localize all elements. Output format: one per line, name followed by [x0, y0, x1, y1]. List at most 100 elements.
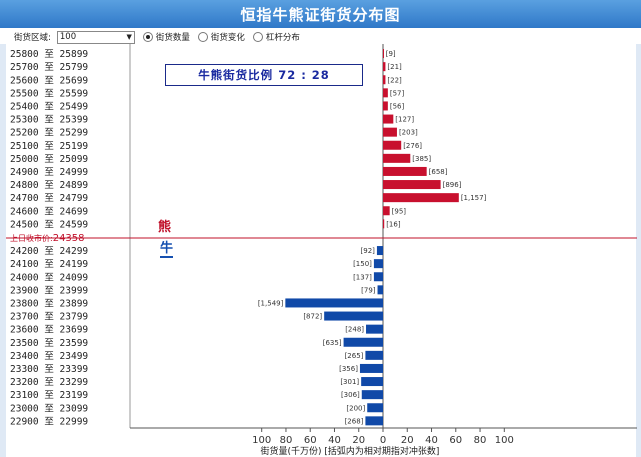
bear-category-label: 25400 至 25499	[10, 101, 88, 112]
left-border-strip	[0, 44, 6, 457]
bull-bar	[365, 350, 383, 360]
bear-value-label: [203]	[399, 129, 418, 137]
bull-label: 牛	[160, 241, 174, 258]
bull-bar	[361, 390, 383, 400]
bear-bar	[383, 206, 390, 216]
bull-category-label: 23300 至 23399	[10, 364, 88, 375]
bull-bar	[373, 272, 383, 282]
range-label: 街货区域:	[14, 33, 51, 43]
bear-value-label: [95]	[392, 207, 407, 215]
x-tick-label: 100	[495, 435, 514, 446]
bull-bar	[373, 259, 383, 269]
x-tick-label: 40	[328, 435, 341, 446]
bear-category-label: 24700 至 24799	[10, 193, 88, 204]
radio-option-leverage[interactable]	[252, 32, 263, 42]
bear-category-label: 24600 至 24699	[10, 206, 88, 217]
bear-bar	[383, 88, 388, 98]
bear-value-label: [127]	[395, 116, 414, 124]
x-tick-label: 100	[252, 435, 271, 446]
bear-value-label: [22]	[387, 76, 402, 84]
bear-category-label: 25300 至 25399	[10, 115, 88, 126]
bull-value-label: [79]	[361, 286, 376, 294]
bull-bar	[343, 337, 383, 347]
bear-value-label: [658]	[429, 168, 448, 176]
range-select[interactable]: 100 ▼	[56, 30, 135, 44]
bull-bar	[285, 298, 383, 308]
bear-category-label: 25000 至 25099	[10, 154, 88, 165]
bull-value-label: [301]	[340, 378, 359, 386]
controls-bar: 街货区域: 100 ▼ 街货数量 街货变化 杠杆分布	[0, 30, 641, 44]
bear-bar	[383, 49, 384, 59]
bull-value-label: [635]	[323, 339, 342, 347]
bear-bar	[383, 62, 386, 72]
bear-value-label: [21]	[387, 63, 402, 71]
bear-bar	[383, 219, 385, 229]
x-tick-label: 0	[380, 435, 386, 446]
x-tick-label: 60	[304, 435, 317, 446]
bear-bar	[383, 153, 411, 163]
bull-bar	[376, 246, 383, 256]
bear-category-label: 25500 至 25599	[10, 88, 88, 99]
bear-category-label: 24800 至 24899	[10, 180, 88, 191]
bull-category-label: 23600 至 23699	[10, 325, 88, 336]
bull-category-label: 23000 至 23099	[10, 403, 88, 414]
bull-category-label: 23800 至 23899	[10, 298, 88, 309]
bear-category-label: 25100 至 25199	[10, 141, 88, 152]
bear-bar	[383, 140, 402, 150]
bull-value-label: [92]	[361, 247, 376, 255]
bear-value-label: [9]	[386, 50, 396, 58]
bear-value-label: [56]	[390, 102, 405, 110]
bull-bar	[361, 377, 383, 387]
bear-category-label: 25800 至 25899	[10, 49, 88, 60]
bear-value-label: [1,157]	[461, 194, 487, 202]
x-tick-label: 20	[401, 435, 414, 446]
bull-value-label: [306]	[341, 391, 360, 399]
bear-value-label: [57]	[390, 89, 405, 97]
bull-value-label: [265]	[345, 352, 364, 360]
bull-value-label: [1,549]	[258, 299, 284, 307]
x-axis-label: 街货量(千万份) [括弧内为相对期指对冲张数]	[260, 447, 440, 457]
bull-category-label: 23100 至 23199	[10, 390, 88, 401]
right-border-strip	[636, 44, 641, 457]
bull-category-label: 24000 至 24099	[10, 272, 88, 283]
radio-option-quantity[interactable]	[142, 32, 153, 42]
x-tick-label: 80	[280, 435, 293, 446]
option-label-change: 街货变化	[210, 33, 245, 43]
bull-value-label: [150]	[353, 260, 372, 268]
bull-category-label: 22900 至 22999	[10, 416, 88, 427]
bull-category-label: 23900 至 23999	[10, 285, 88, 296]
bear-bar	[383, 193, 459, 203]
bull-category-label: 23500 至 23599	[10, 338, 88, 349]
bear-category-label: 25200 至 25299	[10, 128, 88, 139]
bull-value-label: [356]	[339, 365, 358, 373]
option-label-leverage: 杠杆分布	[265, 33, 300, 43]
bear-bar	[383, 180, 441, 190]
bull-bar	[377, 285, 383, 295]
bull-category-label: 24200 至 24299	[10, 246, 88, 257]
bull-category-label: 24100 至 24199	[10, 259, 88, 270]
bear-value-label: [276]	[403, 142, 422, 150]
bull-value-label: [268]	[345, 417, 364, 425]
ratio-box: 牛熊街货比例 72 : 28	[165, 64, 363, 86]
bear-bar	[383, 75, 386, 85]
bear-value-label: [16]	[386, 220, 401, 228]
bull-category-label: 23200 至 23299	[10, 377, 88, 388]
x-tick-label: 20	[352, 435, 365, 446]
bull-value-label: [248]	[345, 326, 364, 334]
bull-bar	[324, 311, 383, 321]
bull-bar	[365, 416, 383, 426]
radio-option-change[interactable]	[197, 32, 208, 42]
chevron-down-icon: ▼	[126, 32, 132, 41]
bear-category-label: 25700 至 25799	[10, 62, 88, 73]
bull-value-label: [200]	[346, 404, 365, 412]
close-price-prefix: 上日收市价:	[10, 234, 53, 243]
x-tick-label: 80	[474, 435, 487, 446]
bull-value-label: [137]	[353, 273, 372, 281]
bear-bar	[383, 114, 394, 124]
close-price-value: 24358	[52, 233, 85, 244]
bear-category-label: 24500 至 24599	[10, 219, 88, 230]
bear-label: 熊	[158, 220, 172, 235]
bear-bar	[383, 127, 397, 137]
bull-category-label: 23400 至 23499	[10, 351, 88, 362]
